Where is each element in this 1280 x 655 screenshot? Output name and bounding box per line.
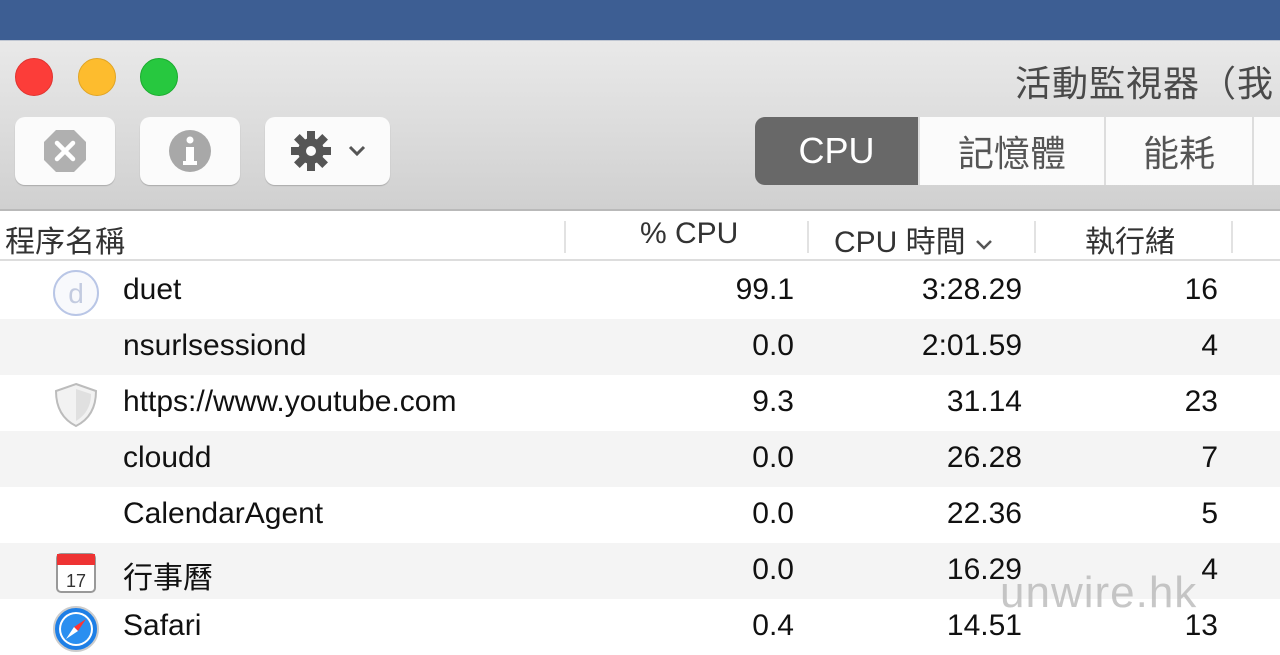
process-name: CalendarAgent <box>123 497 324 530</box>
table-row[interactable]: CalendarAgent 0.0 22.36 5 <box>0 487 1280 543</box>
column-cpu-percent[interactable]: % CPU <box>640 217 739 250</box>
cpu-percent: 99.1 <box>735 273 794 306</box>
tab-energy[interactable]: 能耗 <box>1106 117 1254 185</box>
thread-count: 5 <box>1201 497 1218 530</box>
column-divider[interactable] <box>1231 221 1233 253</box>
column-threads[interactable]: 執行緒 <box>1085 226 1175 259</box>
cpu-time: 2:01.59 <box>921 329 1022 362</box>
stop-process-button[interactable] <box>15 117 115 185</box>
table-row[interactable]: https://www.youtube.com 9.3 31.14 23 <box>0 375 1280 431</box>
zoom-button[interactable] <box>140 58 178 96</box>
column-process-name[interactable]: 程序名稱 <box>5 226 125 259</box>
view-tabs: CPU 記憶體 能耗 <box>755 117 1280 185</box>
process-name: 行事曆 <box>123 562 213 595</box>
table-row[interactable]: cloudd 0.0 26.28 7 <box>0 431 1280 487</box>
table-row[interactable]: d duet 99.1 3:28.29 16 <box>0 263 1280 319</box>
watermark: unwire.hk <box>1000 568 1198 617</box>
minimize-button[interactable] <box>78 58 116 96</box>
window-toolbar: 活動監視器（我 CPU 記憶體 能耗 <box>0 40 1280 211</box>
table-row[interactable]: nsurlsessiond 0.0 2:01.59 4 <box>0 319 1280 375</box>
tab-cpu[interactable]: CPU <box>755 117 920 185</box>
tab-memory[interactable]: 記憶體 <box>920 117 1106 185</box>
shield-icon <box>54 382 98 428</box>
process-name: https://www.youtube.com <box>123 385 457 418</box>
info-icon <box>169 130 211 172</box>
desktop-top-bar <box>0 0 1280 40</box>
cpu-percent: 0.0 <box>752 497 794 530</box>
stop-process-icon <box>44 130 86 172</box>
column-cpu-time[interactable]: CPU 時間 <box>834 217 994 261</box>
column-cpu-time-label: CPU 時間 <box>834 226 966 259</box>
cpu-time: 22.36 <box>946 497 1022 530</box>
action-menu-button[interactable] <box>265 117 390 185</box>
safari-icon <box>53 606 99 652</box>
cpu-percent: 0.0 <box>752 553 794 586</box>
column-divider[interactable] <box>807 221 809 253</box>
table-row[interactable]: Safari 0.4 14.51 13 <box>0 599 1280 655</box>
gear-icon <box>290 131 331 171</box>
duet-icon: d <box>53 270 99 316</box>
tab-more[interactable] <box>1254 117 1280 185</box>
column-divider[interactable] <box>1034 221 1036 253</box>
sort-descending-icon <box>976 240 992 250</box>
svg-text:17: 17 <box>66 571 86 591</box>
chevron-down-icon <box>348 145 365 157</box>
table-row[interactable]: 17 行事曆 0.0 16.29 4 <box>0 543 1280 599</box>
thread-count: 4 <box>1201 553 1218 586</box>
svg-text:d: d <box>68 278 84 309</box>
process-name: Safari <box>123 609 202 642</box>
calendar-icon: 17 <box>56 553 96 593</box>
cpu-time: 16.29 <box>946 553 1022 586</box>
close-button[interactable] <box>15 58 53 96</box>
cpu-percent: 9.3 <box>752 385 794 418</box>
thread-count: 7 <box>1201 441 1218 474</box>
process-name: cloudd <box>123 441 212 474</box>
cpu-time: 14.51 <box>946 609 1022 642</box>
thread-count: 23 <box>1184 385 1218 418</box>
table-header: 程序名稱 % CPU CPU 時間 執行緒 <box>0 211 1280 261</box>
process-name: nsurlsessiond <box>123 329 307 362</box>
cpu-percent: 0.0 <box>752 441 794 474</box>
thread-count: 4 <box>1201 329 1218 362</box>
thread-count: 16 <box>1184 273 1218 306</box>
cpu-percent: 0.0 <box>752 329 794 362</box>
process-name: duet <box>123 273 182 306</box>
cpu-time: 26.28 <box>946 441 1022 474</box>
cpu-time: 31.14 <box>946 385 1022 418</box>
cpu-time: 3:28.29 <box>921 273 1022 306</box>
window-title: 活動監視器（我 <box>1015 63 1275 104</box>
thread-count: 13 <box>1184 609 1218 642</box>
info-button[interactable] <box>140 117 240 185</box>
cpu-percent: 0.4 <box>752 609 794 642</box>
column-divider[interactable] <box>564 221 566 253</box>
